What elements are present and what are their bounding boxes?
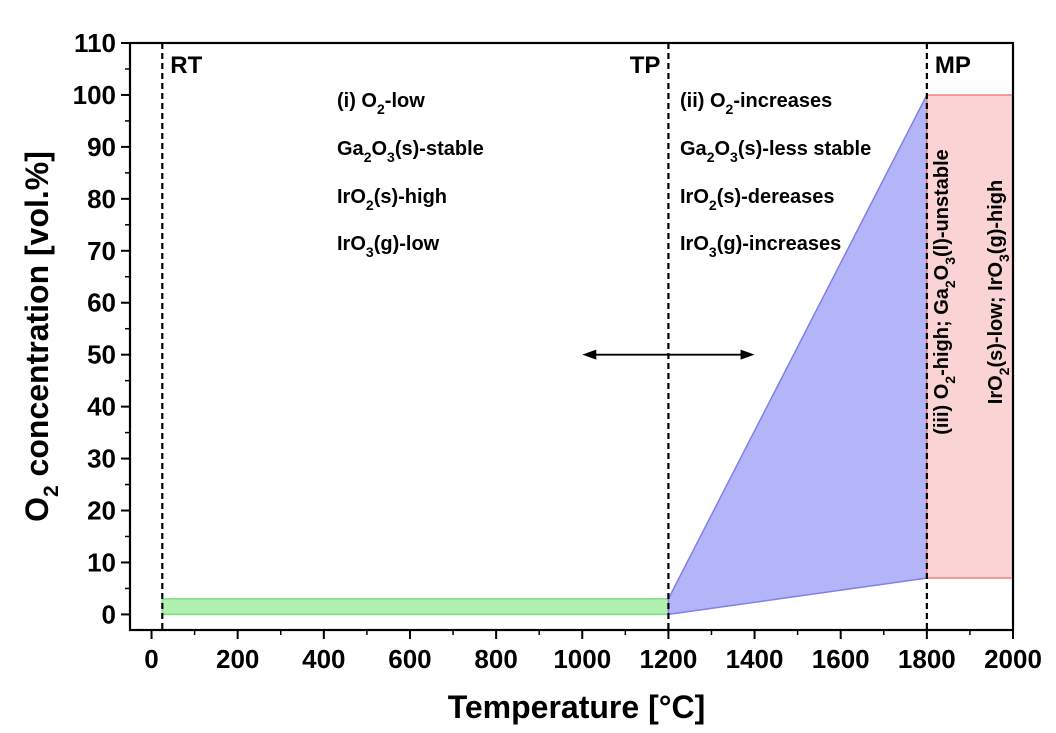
x-tick-label: 800 bbox=[474, 644, 517, 674]
y-tick-label: 110 bbox=[74, 28, 116, 58]
y-tick-label: 40 bbox=[87, 392, 116, 422]
x-tick-label: 1800 bbox=[898, 644, 956, 674]
vline-label-tp: TP bbox=[630, 52, 661, 79]
region2-line-2: Ga2O3(s)-less stable bbox=[680, 138, 871, 165]
regions-layer bbox=[161, 94, 1014, 616]
y-tick-label: 10 bbox=[87, 547, 116, 577]
plot-frame bbox=[128, 41, 1015, 632]
y-tick-label: 60 bbox=[87, 288, 116, 318]
vline-label-mp: MP bbox=[935, 52, 971, 79]
vline-label-rt: RT bbox=[170, 52, 202, 79]
region3-group-1: (iii) O2-high; Ga2O3(l)-unstable bbox=[931, 149, 958, 435]
y-tick-label: 70 bbox=[87, 236, 116, 266]
region3-line-2: IrO2(s)-low; IrO3(g)-high bbox=[985, 180, 1012, 404]
region1-line-1: (i) O2-low bbox=[337, 90, 425, 117]
y-tick-label: 0 bbox=[102, 599, 116, 629]
y-tick-label: 80 bbox=[87, 184, 116, 214]
x-tick-label: 1400 bbox=[726, 644, 784, 674]
region1-line-2: Ga2O3(s)-stable bbox=[337, 138, 484, 165]
x-tick-label: 200 bbox=[216, 644, 259, 674]
region3-line-1: (iii) O2-high; Ga2O3(l)-unstable bbox=[931, 149, 958, 435]
region2-line-1: (ii) O2-increases bbox=[680, 90, 832, 117]
x-tick-label: 1200 bbox=[639, 644, 697, 674]
axes-layer: 0 200 400 600 800 1000 1200 1400 1600 1800 2000 0 10… bbox=[73, 28, 1042, 674]
y-tick-label: 30 bbox=[87, 444, 116, 474]
region3-group-2: IrO2(s)-low; IrO3(g)-high bbox=[985, 180, 1012, 404]
x-tick-label: 2000 bbox=[984, 644, 1042, 674]
x-tick-label: 600 bbox=[388, 644, 431, 674]
region2-line-4: IrO3(g)-increases bbox=[680, 233, 841, 260]
x-tick-label: 1000 bbox=[553, 644, 611, 674]
y-axis-label: O2 concentration [vol.%] bbox=[19, 151, 63, 522]
vlines-layer: RT TP MP bbox=[161, 43, 971, 630]
y-axis-label-main: O bbox=[19, 497, 55, 522]
green-band bbox=[161, 598, 670, 616]
arrow-head-right bbox=[740, 349, 755, 360]
y-tick-label: 20 bbox=[87, 496, 116, 526]
y-tick-label: 90 bbox=[87, 132, 116, 162]
x-axis-label: Temperature [°C] bbox=[448, 689, 706, 725]
y-tick-label: 100 bbox=[73, 80, 116, 110]
y-tick-label: 50 bbox=[87, 340, 116, 370]
y-axis-label-rest: concentration [vol.%] bbox=[19, 151, 55, 485]
double-arrow bbox=[582, 349, 755, 360]
x-tick-label: 400 bbox=[302, 644, 345, 674]
arrow-head-left bbox=[582, 349, 597, 360]
y-axis-label-sub: 2 bbox=[40, 485, 63, 497]
region1-line-4: IrO3(g)-low bbox=[337, 233, 440, 260]
x-tick-label: 1600 bbox=[812, 644, 870, 674]
annotations-layer: (i) O2-low Ga2O3(s)-stable IrO2(s)-high IrO… bbox=[337, 90, 1012, 435]
region1-line-3: IrO2(s)-high bbox=[337, 186, 447, 213]
region2-line-3: IrO2(s)-dereases bbox=[680, 186, 835, 213]
x-tick-label: 0 bbox=[144, 644, 158, 674]
